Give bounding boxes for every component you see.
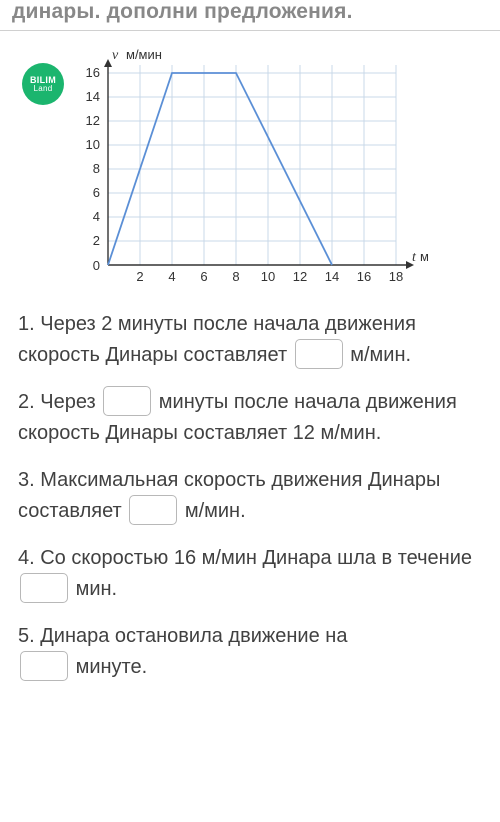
svg-text:12: 12 <box>293 269 307 284</box>
q4-text-post: мин. <box>76 578 118 600</box>
svg-text:4: 4 <box>168 269 175 284</box>
speed-chart: v м/мин <box>68 45 428 295</box>
grid-horizontal <box>108 73 396 241</box>
q5-blank[interactable] <box>20 651 68 681</box>
chart-area: BILIM Land v м/мин <box>0 31 500 303</box>
question-1: 1. Через 2 минуты после начала движения … <box>18 309 482 371</box>
grid-vertical <box>140 65 396 265</box>
q4-text-pre: 4. Со скоростью 16 м/мин Динара шла в те… <box>18 547 472 569</box>
svg-text:14: 14 <box>325 269 339 284</box>
y-axis-var: v <box>112 48 119 63</box>
svg-text:16: 16 <box>357 269 371 284</box>
bilim-logo: BILIM Land <box>22 63 64 105</box>
svg-text:2: 2 <box>136 269 143 284</box>
x-axis-unit: мин <box>420 249 428 264</box>
svg-text:14: 14 <box>86 89 100 104</box>
svg-text:12: 12 <box>86 113 100 128</box>
y-axis-arrow <box>104 59 112 67</box>
q2-blank[interactable] <box>103 386 151 416</box>
q5-text-post: минуте. <box>76 656 148 678</box>
q1-blank[interactable] <box>295 339 343 369</box>
svg-text:8: 8 <box>232 269 239 284</box>
page-title: динары. дополни предложения. <box>0 0 500 31</box>
q3-text-post: м/мин. <box>185 500 246 522</box>
svg-text:4: 4 <box>93 209 100 224</box>
svg-text:10: 10 <box>86 137 100 152</box>
y-axis-unit: м/мин <box>126 47 162 62</box>
question-3: 3. Максимальная скорость движения Динары… <box>18 465 482 527</box>
logo-line2: Land <box>34 85 53 93</box>
svg-text:16: 16 <box>86 65 100 80</box>
questions-list: 1. Через 2 минуты после начала движения … <box>0 303 500 695</box>
svg-text:18: 18 <box>389 269 403 284</box>
question-2: 2. Через минуты после начала движения ск… <box>18 387 482 449</box>
x-axis-var: t <box>412 250 417 265</box>
question-4: 4. Со скоростью 16 м/мин Динара шла в те… <box>18 543 482 605</box>
svg-text:0: 0 <box>93 258 100 273</box>
q1-text-post: м/мин. <box>350 344 411 366</box>
svg-text:10: 10 <box>261 269 275 284</box>
svg-text:6: 6 <box>200 269 207 284</box>
q5-text-pre: 5. Динара остановила движение на <box>18 625 347 647</box>
q2-text-pre: 2. Через <box>18 391 96 413</box>
q3-blank[interactable] <box>129 495 177 525</box>
y-tick-labels: 0 2 4 6 8 10 12 14 16 <box>86 65 100 273</box>
q4-blank[interactable] <box>20 573 68 603</box>
question-5: 5. Динара остановила движение на минуте. <box>18 621 482 683</box>
svg-text:6: 6 <box>93 185 100 200</box>
svg-text:2: 2 <box>93 233 100 248</box>
svg-text:8: 8 <box>93 161 100 176</box>
x-tick-labels: 2 4 6 8 10 12 14 16 18 <box>136 269 403 284</box>
